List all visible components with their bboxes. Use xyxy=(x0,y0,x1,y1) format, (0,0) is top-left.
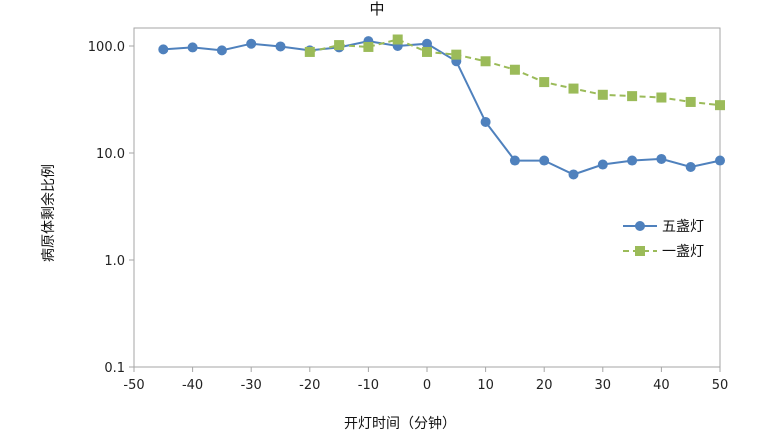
data-point-circle xyxy=(597,159,608,170)
x-tick-label: -30 xyxy=(241,378,262,393)
x-tick-label: 0 xyxy=(423,378,431,393)
data-point-circle xyxy=(275,41,286,52)
x-tick-label: -20 xyxy=(299,378,320,393)
data-point-square xyxy=(363,41,374,52)
x-tick-label: 10 xyxy=(477,378,494,393)
data-point-square xyxy=(509,64,520,75)
series-layer xyxy=(158,34,725,180)
data-point-circle xyxy=(509,155,520,166)
y-tick-label: 1.0 xyxy=(104,254,125,269)
legend-label: 一盏灯 xyxy=(662,244,704,260)
data-point-square xyxy=(715,100,725,111)
data-point-circle xyxy=(422,38,432,49)
data-point-circle xyxy=(216,45,227,56)
y-axis-label: 病原体剩余比例 xyxy=(40,164,57,262)
y-tick-label: 100.0 xyxy=(88,40,125,55)
data-point-circle xyxy=(685,161,696,172)
data-point-circle xyxy=(480,116,491,127)
x-tick-label: -40 xyxy=(182,378,203,393)
y-tick-label: 0.1 xyxy=(104,361,125,376)
data-point-square xyxy=(656,92,667,103)
x-axis-ticks: -50 -40 -30 -20 -10 0 10 20 30 40 50 xyxy=(123,367,728,393)
data-point-circle xyxy=(246,38,257,49)
data-point-square xyxy=(539,77,550,88)
data-point-circle xyxy=(715,155,725,166)
data-point-square xyxy=(480,56,491,67)
data-point-circle xyxy=(187,42,198,53)
x-tick-label: -10 xyxy=(358,378,379,393)
data-point-square xyxy=(685,96,696,107)
x-tick-label: -50 xyxy=(123,378,144,393)
data-point-square xyxy=(568,83,579,94)
data-point-square xyxy=(422,46,432,57)
y-tick-label: 10.0 xyxy=(96,147,125,162)
data-point-circle xyxy=(656,153,667,164)
legend-marker-circle xyxy=(635,221,645,231)
x-tick-label: 20 xyxy=(536,378,553,393)
x-tick-label: 30 xyxy=(595,378,612,393)
data-point-square xyxy=(334,40,345,51)
chart-title: 中 xyxy=(369,0,384,18)
data-point-square xyxy=(451,49,462,60)
data-point-square xyxy=(392,34,403,45)
data-point-square xyxy=(597,89,608,100)
data-point-square xyxy=(627,91,638,102)
data-point-square xyxy=(304,46,315,57)
x-axis-label: 开灯时间（分钟） xyxy=(344,415,456,432)
data-point-circle xyxy=(568,169,579,180)
series-line-0 xyxy=(163,40,721,176)
data-point-circle xyxy=(627,155,638,166)
legend-label: 五盏灯 xyxy=(662,219,704,235)
data-point-circle xyxy=(539,155,550,166)
x-tick-label: 40 xyxy=(653,378,670,393)
y-axis-ticks: 0.1 1.0 10.0 100.0 xyxy=(88,40,134,376)
x-tick-label: 50 xyxy=(712,378,729,393)
plot-area-frame xyxy=(133,27,721,368)
data-point-circle xyxy=(158,44,169,55)
legend-marker-square xyxy=(635,246,645,256)
